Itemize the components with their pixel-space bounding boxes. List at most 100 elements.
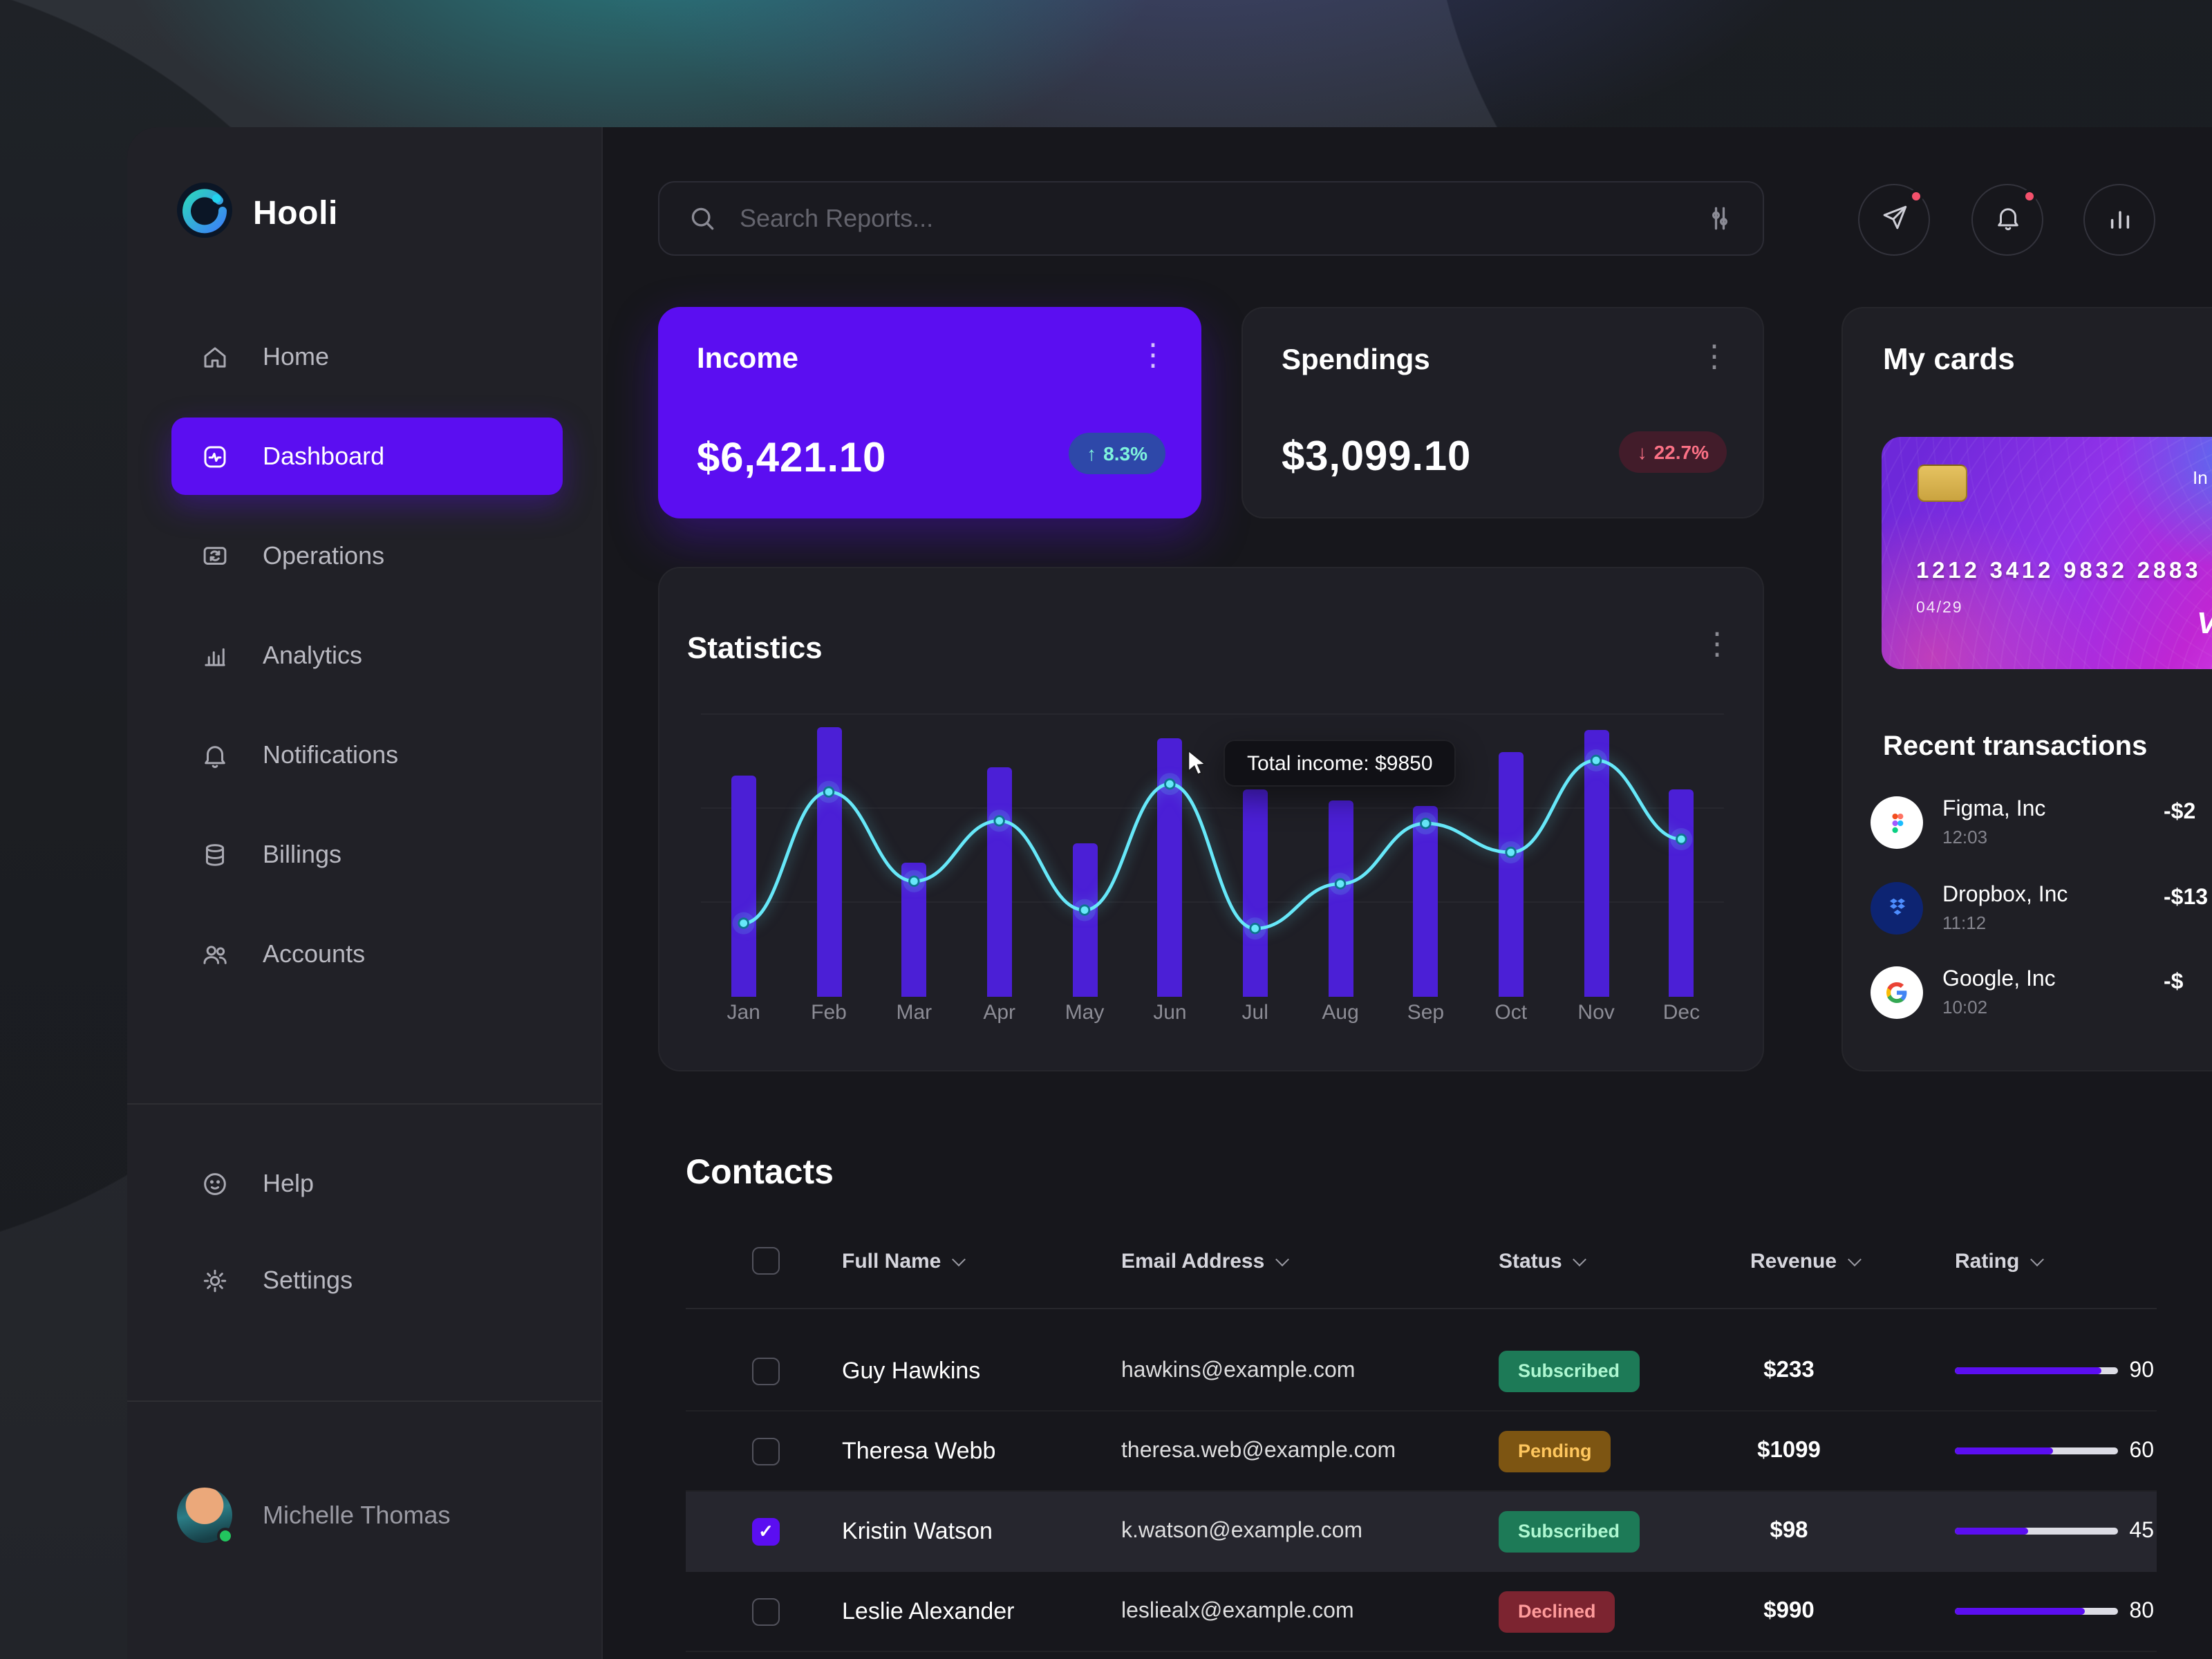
contact-email: lesliealx@example.com — [1121, 1599, 1354, 1622]
column-revenue[interactable]: Revenue — [1750, 1249, 1837, 1273]
transaction-item[interactable]: Google, Inc 10:02 -$ — [1871, 959, 2212, 1026]
chart-bar-apr[interactable] — [986, 767, 1012, 997]
income-value: $6,421.10 — [697, 435, 887, 481]
sort-chevron-icon — [1275, 1252, 1289, 1266]
send-button[interactable] — [1858, 184, 1930, 256]
contact-rating: 60 — [1872, 1438, 2157, 1463]
sidebar-item-notifications[interactable]: Notifications — [171, 716, 563, 794]
transaction-amount: -$2 — [2164, 800, 2196, 824]
row-checkbox[interactable] — [752, 1597, 780, 1625]
online-status-dot — [217, 1528, 234, 1544]
chart-bar-sep[interactable] — [1413, 805, 1438, 997]
table-row[interactable]: Guy Hawkins hawkins@example.com Subscrib… — [686, 1331, 2157, 1412]
sidebar-item-label: Dashboard — [263, 442, 385, 469]
chart-bar-feb[interactable] — [816, 727, 841, 997]
sidebar-item-label: Billings — [263, 840, 342, 868]
sidebar-item-label: Help — [263, 1169, 315, 1197]
chart-bar-jan[interactable] — [731, 776, 756, 997]
status-badge: Subscribed — [1499, 1350, 1640, 1391]
sidebar-divider — [127, 1400, 601, 1402]
sidebar-item-accounts[interactable]: Accounts — [171, 915, 563, 993]
filter-sliders-icon[interactable] — [1705, 203, 1735, 234]
my-cards-title: My cards — [1883, 341, 2015, 376]
transaction-name: Google, Inc — [1942, 968, 2056, 991]
sort-chevron-icon — [1572, 1252, 1586, 1266]
sidebar-item-settings[interactable]: Settings — [171, 1241, 563, 1319]
sidebar-item-home[interactable]: Home — [171, 318, 563, 395]
table-row[interactable]: Theresa Webb theresa.web@example.com Pen… — [686, 1412, 2157, 1492]
dashboard-icon — [199, 441, 229, 471]
contacts-table-header: Full Name Email Address Status Revenue R… — [686, 1232, 2157, 1290]
chart-bar-may[interactable] — [1072, 843, 1097, 997]
column-status[interactable]: Status — [1499, 1249, 1562, 1273]
column-email[interactable]: Email Address — [1121, 1249, 1265, 1273]
rating-value: 80 — [2129, 1599, 2154, 1622]
sidebar-divider — [127, 1103, 601, 1105]
status-badge: Subscribed — [1499, 1510, 1640, 1552]
send-icon — [1880, 203, 1909, 236]
bell-icon — [1993, 203, 2022, 236]
sidebar-item-operations[interactable]: Operations — [171, 517, 563, 594]
user-profile[interactable]: Michelle Thomas — [177, 1488, 450, 1544]
transaction-time: 12:03 — [1942, 827, 1988, 847]
table-row[interactable]: Leslie Alexander lesliealx@example.com D… — [686, 1572, 2157, 1652]
sidebar-item-billings[interactable]: Billings — [171, 816, 563, 893]
statistics-chart — [701, 713, 1724, 997]
brand-name: Hooli — [253, 194, 338, 232]
chart-bar-aug[interactable] — [1328, 800, 1353, 997]
contact-rating: 80 — [1872, 1599, 2157, 1624]
status-badge: Declined — [1499, 1591, 1615, 1632]
transaction-time: 11:12 — [1942, 912, 1987, 932]
select-all-checkbox[interactable] — [752, 1247, 780, 1275]
sidebar-nav: Home Dashboard Operations Analytics Noti… — [127, 318, 601, 993]
contact-name: Guy Hawkins — [842, 1357, 981, 1383]
chart-bar-oct[interactable] — [1498, 751, 1524, 997]
contact-revenue: $98 — [1770, 1518, 1808, 1543]
help-icon — [199, 1168, 229, 1199]
chart-month-label: Mar — [896, 1001, 932, 1024]
contact-name: Kristin Watson — [842, 1517, 993, 1544]
row-checkbox[interactable] — [752, 1517, 780, 1545]
sidebar-item-dashboard[interactable]: Dashboard — [171, 418, 563, 495]
chart-month-label: Aug — [1322, 1001, 1359, 1024]
app-window: Hooli Home Dashboard Operations Analytic… — [127, 127, 2212, 1659]
accounts-icon — [199, 939, 229, 969]
chart-bar-nov[interactable] — [1584, 729, 1609, 997]
search-input[interactable] — [740, 204, 1683, 233]
spendings-card-menu-button[interactable]: ⋮ — [1699, 339, 1730, 373]
chart-month-label: Apr — [983, 1001, 1016, 1024]
notification-dot — [1909, 189, 1923, 203]
search-icon — [687, 203, 718, 234]
transaction-item[interactable]: Figma, Inc 12:03 -$2 — [1871, 789, 2212, 856]
rating-progress-bar — [1955, 1367, 2118, 1374]
analytics-icon — [199, 640, 229, 671]
main-content: Income ⋮ $6,421.10 ↑ 8.3% Spendings ⋮ $3… — [603, 127, 2212, 1659]
row-checkbox[interactable] — [752, 1357, 780, 1385]
trend-line — [732, 749, 1693, 940]
contact-name: Theresa Webb — [842, 1437, 996, 1463]
statistics-menu-button[interactable]: ⋮ — [1702, 626, 1732, 661]
chart-month-label: May — [1065, 1001, 1105, 1024]
card-type-label: In — [2193, 467, 2208, 488]
rating-value: 90 — [2129, 1358, 2154, 1382]
row-checkbox[interactable] — [752, 1437, 780, 1465]
notifications-button[interactable] — [1971, 184, 2043, 256]
contact-email: hawkins@example.com — [1121, 1358, 1356, 1382]
chart-month-label: Jul — [1241, 1001, 1268, 1024]
income-card-menu-button[interactable]: ⋮ — [1138, 337, 1168, 372]
chart-bar-dec[interactable] — [1669, 789, 1694, 997]
chart-month-label: Dec — [1662, 1001, 1700, 1024]
billings-icon — [199, 839, 229, 870]
rating-progress-bar — [1955, 1447, 2118, 1454]
column-rating[interactable]: Rating — [1955, 1249, 2020, 1273]
card-expiry: 04/29 — [1916, 600, 1963, 617]
transaction-amount: -$13 — [2164, 885, 2209, 909]
sidebar-item-analytics[interactable]: Analytics — [171, 617, 563, 694]
reports-button[interactable] — [2083, 184, 2155, 256]
brand-logo: Hooli — [177, 182, 338, 245]
table-row[interactable]: Kristin Watson k.watson@example.com Subs… — [686, 1492, 2157, 1572]
sidebar-item-help[interactable]: Help — [171, 1145, 563, 1222]
transaction-item[interactable]: Dropbox, Inc 11:12 -$13 — [1871, 874, 2212, 941]
column-full-name[interactable]: Full Name — [842, 1249, 941, 1273]
chart-bar-jul[interactable] — [1242, 789, 1268, 997]
